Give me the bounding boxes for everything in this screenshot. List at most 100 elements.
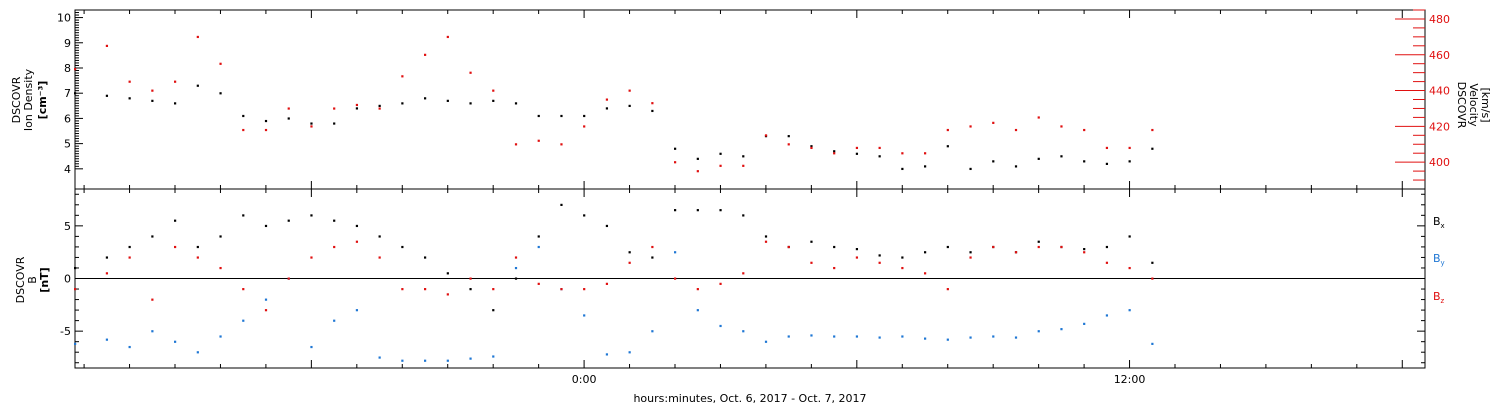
velocity-point: [151, 89, 154, 92]
bx-point: [810, 240, 813, 243]
bx-point: [651, 256, 654, 259]
ion-density-point: [810, 145, 813, 148]
velocity-point: [605, 98, 609, 101]
bz-point: [1105, 261, 1109, 264]
bx-point: [696, 209, 699, 212]
velocity-point: [1037, 116, 1040, 119]
by-point: [355, 309, 359, 312]
by-point: [151, 330, 154, 333]
ion-density-point: [969, 167, 972, 171]
ion-density-point: [196, 84, 199, 87]
by-point: [628, 351, 631, 354]
bz-point: [514, 256, 518, 259]
velocity-point: [128, 80, 131, 83]
bx-point: [537, 235, 540, 238]
velocity-point: [901, 152, 904, 155]
ion-density-point: [742, 155, 745, 158]
bz-point: [1014, 251, 1018, 254]
by-point: [219, 335, 222, 338]
ion-density-point: [696, 157, 699, 160]
bx-point: [833, 245, 836, 249]
bx-point: [901, 256, 904, 259]
ion-density-point: [855, 152, 859, 155]
ion-density-point: [105, 94, 109, 97]
x-tick-label: 0:00: [572, 373, 597, 386]
by-point: [696, 309, 699, 312]
bx-point: [378, 235, 381, 238]
bx-point: [583, 214, 586, 217]
bx-point: [946, 245, 949, 249]
ion-density-point: [992, 160, 995, 163]
by-point: [196, 351, 199, 354]
ion-density-point: [242, 114, 245, 118]
by-point: [651, 330, 654, 333]
bz-point: [946, 288, 949, 291]
ion-density-point: [537, 114, 540, 118]
by-point: [446, 359, 449, 362]
bz-point: [1060, 245, 1063, 249]
bottom-ylabel-line2: B: [26, 276, 39, 284]
bx-point: [74, 266, 77, 270]
y-tick-label: 4: [64, 163, 71, 176]
velocity-point: [378, 107, 381, 110]
ion-density-point: [901, 167, 904, 171]
bz-point: [901, 266, 904, 270]
bz-point: [264, 309, 268, 312]
bz-point: [560, 288, 563, 291]
ion-density-point: [424, 97, 427, 100]
ion-density-point: [492, 99, 495, 102]
top-y2label-line2: Velocity: [1467, 83, 1480, 127]
velocity-point: [1105, 146, 1109, 150]
ion-density-point: [378, 104, 381, 108]
velocity-point: [105, 44, 109, 47]
velocity-point: [878, 146, 881, 150]
by-point: [128, 345, 131, 349]
velocity-point: [764, 134, 768, 137]
ion-density-point: [174, 102, 177, 105]
x-axis-label: hours:minutes, Oct. 6, 2017 - Oct. 7, 20…: [633, 392, 866, 405]
velocity-point: [583, 125, 586, 128]
by-point: [492, 355, 495, 358]
velocity-point: [469, 71, 472, 74]
bz-point: [1128, 266, 1131, 270]
by-point: [764, 340, 768, 343]
top-panel-frame: [74, 9, 1426, 190]
velocity-point: [1083, 128, 1086, 132]
by-point: [1105, 314, 1109, 317]
bz-point: [196, 256, 199, 259]
by-point: [992, 335, 995, 338]
ion-density-point: [924, 165, 927, 168]
bz-point: [833, 266, 836, 270]
bx-point: [128, 245, 131, 249]
top-ylabel-line1: DSCOVR: [10, 76, 23, 123]
top-y2label-line1: DSCOVR: [1455, 82, 1468, 129]
bx-point: [605, 224, 609, 228]
bx-point: [219, 235, 222, 238]
ion-density-point: [128, 97, 131, 100]
y-tick-label: 7: [64, 87, 71, 100]
ion-density-point: [469, 102, 472, 105]
bx-point: [151, 235, 154, 238]
bx-point: [742, 214, 745, 217]
by-point: [1014, 336, 1018, 339]
bz-point: [378, 256, 381, 259]
y2-tick-label: 460: [1429, 49, 1450, 62]
bz-point: [1151, 277, 1154, 280]
bx-point: [174, 219, 177, 222]
velocity-point: [696, 170, 699, 173]
by-point: [1037, 330, 1040, 333]
bx-point: [674, 209, 677, 212]
velocity-point: [355, 103, 359, 107]
velocity-point: [628, 89, 631, 92]
by-point: [855, 335, 859, 338]
bx-point: [560, 203, 563, 206]
by-point: [901, 335, 904, 338]
ion-density-point: [401, 102, 404, 105]
by-point: [514, 266, 518, 270]
velocity-point: [1060, 125, 1063, 128]
by-point: [719, 324, 722, 328]
by-point: [583, 314, 586, 317]
ion-density-point: [833, 150, 836, 153]
bz-point: [74, 288, 77, 291]
